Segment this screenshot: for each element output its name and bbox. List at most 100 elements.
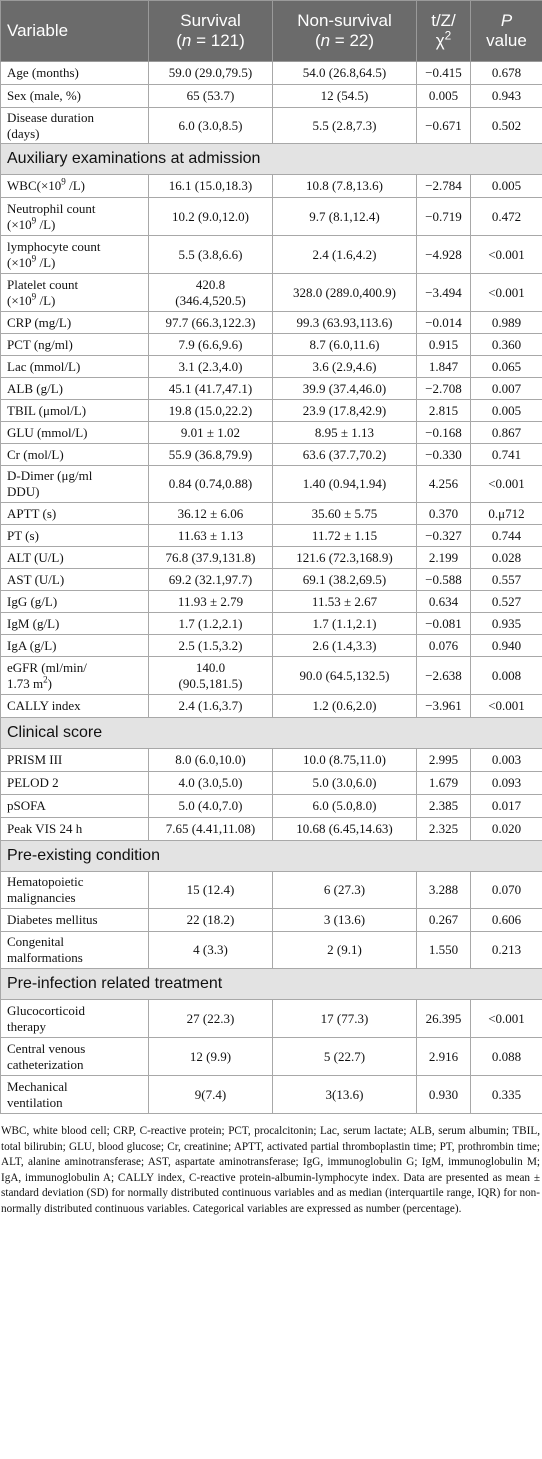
table-row: Mechanical ventilation 9(7.4) 3(13.6) 0.9… <box>0 1075 542 1114</box>
row-label: PRISM III <box>0 748 149 772</box>
survival-value: 7.9 (6.6,9.6) <box>148 333 273 356</box>
table-row: PRISM III 8.0 (6.0,10.0) 10.0 (8.75,11.0… <box>0 748 542 772</box>
row-label: IgM (g/L) <box>0 612 149 635</box>
header-variable: Variable <box>0 0 149 62</box>
p-value: 0.088 <box>470 1037 542 1076</box>
table-row: Hematopoietic malignancies 15 (12.4) 6 (2… <box>0 871 542 909</box>
section-title: Clinical score <box>0 717 542 749</box>
row-label: PCT (ng/ml) <box>0 333 149 356</box>
non-survival-value: 39.9 (37.4,46.0) <box>272 377 417 400</box>
non-survival-value: 5.5 (2.8,7.3) <box>272 107 417 144</box>
non-survival-value: 1.2 (0.6,2.0) <box>272 694 417 718</box>
survival-value: 140.0 (90.5,181.5) <box>148 656 273 695</box>
statistic-value: −4.928 <box>416 235 471 274</box>
survival-value: 76.8 (37.9,131.8) <box>148 546 273 569</box>
section-header: Pre-infection related treatment <box>0 968 542 1000</box>
table-row: Age (months) 59.0 (29.0,79.5) 54.0 (26.8… <box>0 61 542 85</box>
non-survival-value: 328.0 (289.0,400.9) <box>272 273 417 312</box>
statistic-value: 2.199 <box>416 546 471 569</box>
survival-value: 1.7 (1.2,2.1) <box>148 612 273 635</box>
non-survival-value: 17 (77.3) <box>272 999 417 1038</box>
header-statistic: t/Z/χ2 <box>416 0 471 62</box>
table-row: ALT (U/L) 76.8 (37.9,131.8) 121.6 (72.3,… <box>0 546 542 569</box>
non-survival-value: 121.6 (72.3,168.9) <box>272 546 417 569</box>
p-value: 0.005 <box>470 174 542 198</box>
row-label: Platelet count (×109 /L) <box>0 273 149 312</box>
p-value: <0.001 <box>470 999 542 1038</box>
statistic-value: 1.550 <box>416 931 471 969</box>
statistic-value: −0.671 <box>416 107 471 144</box>
row-label: Congenital malformations <box>0 931 149 969</box>
statistic-value: −3.961 <box>416 694 471 718</box>
row-label: lymphocyte count (×109 /L) <box>0 235 149 274</box>
survival-value: 15 (12.4) <box>148 871 273 909</box>
survival-value: 10.2 (9.0,12.0) <box>148 197 273 236</box>
row-label: PT (s) <box>0 524 149 547</box>
section-title: Pre-existing condition <box>0 840 542 872</box>
row-label: TBIL (μmol/L) <box>0 399 149 422</box>
table-row: Cr (mol/L) 55.9 (36.8,79.9) 63.6 (37.7,7… <box>0 443 542 466</box>
non-survival-value: 3 (13.6) <box>272 908 417 932</box>
row-label: ALT (U/L) <box>0 546 149 569</box>
table-row: IgA (g/L) 2.5 (1.5,3.2) 2.6 (1.4,3.3) 0.… <box>0 634 542 657</box>
table-footnote: WBC, white blood cell; CRP, C-reactive p… <box>1 1125 540 1215</box>
non-survival-value: 2 (9.1) <box>272 931 417 969</box>
p-value: 0.557 <box>470 568 542 591</box>
statistic-value: 0.915 <box>416 333 471 356</box>
statistic-value: 2.995 <box>416 748 471 772</box>
survival-value: 5.0 (4.0,7.0) <box>148 794 273 818</box>
statistic-value: 0.930 <box>416 1075 471 1114</box>
table-row: D-Dimer (μg/ml DDU) 0.84 (0.74,0.88) 1.40… <box>0 465 542 503</box>
survival-value: 0.84 (0.74,0.88) <box>148 465 273 503</box>
p-value: 0.003 <box>470 748 542 772</box>
table-row: PT (s) 11.63 ± 1.13 11.72 ± 1.15 −0.327 … <box>0 524 542 547</box>
row-label: Sex (male, %) <box>0 84 149 108</box>
p-value: 0.007 <box>470 377 542 400</box>
non-survival-value: 35.60 ± 5.75 <box>272 502 417 525</box>
non-survival-value: 11.72 ± 1.15 <box>272 524 417 547</box>
row-label: Peak VIS 24 h <box>0 817 149 841</box>
survival-value: 9(7.4) <box>148 1075 273 1114</box>
survival-value: 8.0 (6.0,10.0) <box>148 748 273 772</box>
non-survival-value: 8.7 (6.0,11.6) <box>272 333 417 356</box>
survival-value: 36.12 ± 6.06 <box>148 502 273 525</box>
non-survival-value: 2.6 (1.4,3.3) <box>272 634 417 657</box>
row-label: Hematopoietic malignancies <box>0 871 149 909</box>
row-label: Mechanical ventilation <box>0 1075 149 1114</box>
statistic-value: 4.256 <box>416 465 471 503</box>
non-survival-value: 99.3 (63.93,113.6) <box>272 311 417 334</box>
row-label: Disease duration (days) <box>0 107 149 144</box>
table-row: Central venous catheterization 12 (9.9) 5… <box>0 1037 542 1076</box>
row-label: eGFR (ml/min/1.73 m2) <box>0 656 149 695</box>
section-header: Auxiliary examinations at admission <box>0 143 542 175</box>
p-value: 0.935 <box>470 612 542 635</box>
non-survival-value: 2.4 (1.6,4.2) <box>272 235 417 274</box>
row-label: AST (U/L) <box>0 568 149 591</box>
table-row: PCT (ng/ml) 7.9 (6.6,9.6) 8.7 (6.0,11.6)… <box>0 333 542 356</box>
row-label: IgA (g/L) <box>0 634 149 657</box>
p-value: 0.989 <box>470 311 542 334</box>
row-label: IgG (g/L) <box>0 590 149 613</box>
non-survival-value: 5 (22.7) <box>272 1037 417 1076</box>
non-survival-value: 63.6 (37.7,70.2) <box>272 443 417 466</box>
survival-value: 4.0 (3.0,5.0) <box>148 771 273 795</box>
table-row: WBC(×109 /L) 16.1 (15.0,18.3) 10.8 (7.8,… <box>0 174 542 198</box>
survival-value: 5.5 (3.8,6.6) <box>148 235 273 274</box>
row-label: PELOD 2 <box>0 771 149 795</box>
p-value: 0.005 <box>470 399 542 422</box>
survival-value: 22 (18.2) <box>148 908 273 932</box>
p-value: <0.001 <box>470 235 542 274</box>
row-label: Cr (mol/L) <box>0 443 149 466</box>
p-value: 0.093 <box>470 771 542 795</box>
statistic-value: −0.330 <box>416 443 471 466</box>
non-survival-value: 54.0 (26.8,64.5) <box>272 61 417 85</box>
survival-value: 9.01 ± 1.02 <box>148 421 273 444</box>
table-row: IgM (g/L) 1.7 (1.2,2.1) 1.7 (1.1,2.1) −0… <box>0 612 542 635</box>
row-label: WBC(×109 /L) <box>0 174 149 198</box>
header-non-survival: Non-survival (n = 22) <box>272 0 417 62</box>
statistic-value: 1.847 <box>416 355 471 378</box>
statistic-value: 0.267 <box>416 908 471 932</box>
row-label: GLU (mmol/L) <box>0 421 149 444</box>
statistic-value: 2.916 <box>416 1037 471 1076</box>
